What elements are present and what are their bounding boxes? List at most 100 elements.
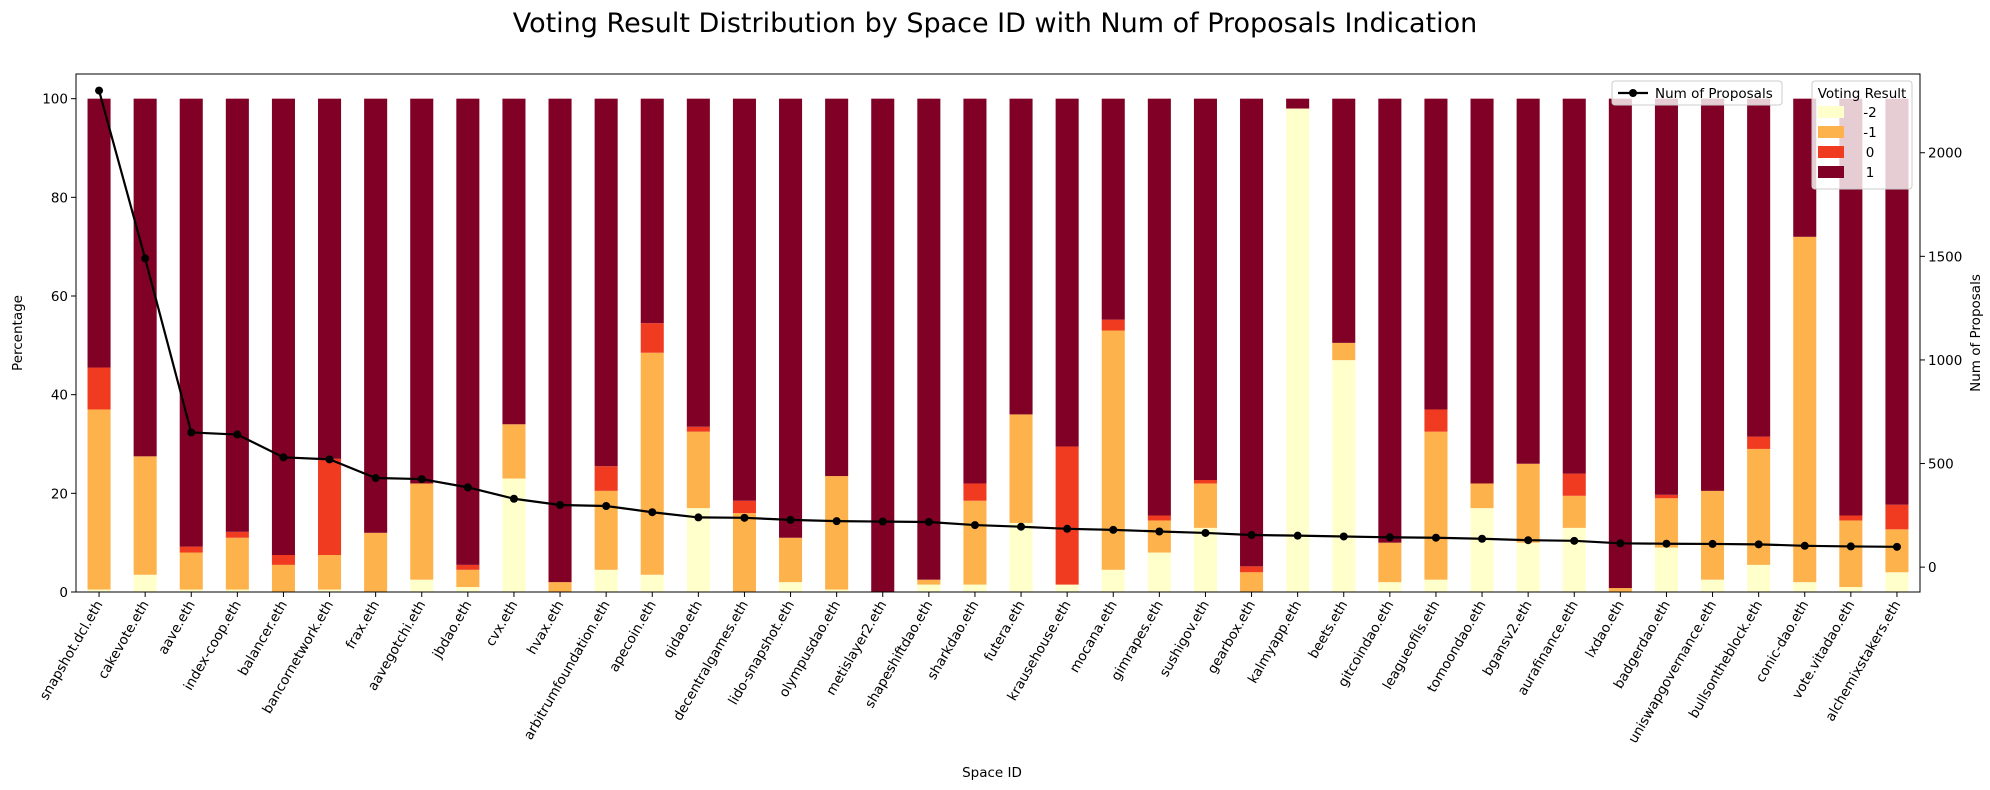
x-tick-label: gearbox.eth [1204, 598, 1259, 677]
bar-segment [364, 532, 388, 592]
proposals-point [1570, 536, 1579, 545]
bar-segment [1654, 498, 1678, 548]
bar-segment [963, 500, 987, 585]
bar-segment [1793, 98, 1817, 237]
bar-segment [686, 431, 710, 509]
proposals-point [1846, 542, 1855, 551]
x-tick-label: cvx.eth [483, 598, 522, 649]
bar-segment [1608, 588, 1632, 592]
bar-segment [318, 555, 342, 590]
proposals-point [1754, 540, 1763, 549]
bar-segment [1009, 522, 1033, 592]
x-tick-label: snapshot.dcl.eth [37, 598, 107, 703]
x-tick-label: hvax.eth [524, 598, 567, 657]
bar-segment [1747, 564, 1771, 592]
bar-segment [87, 589, 111, 592]
x-tick-label: uniswapgovernance.eth [1625, 598, 1720, 746]
y-tick-label: 40 [51, 388, 68, 404]
bar-segment [686, 508, 710, 592]
bar-segment [410, 579, 434, 592]
bar-segment [1193, 527, 1217, 592]
bar-segment [225, 589, 249, 592]
bar-segment [271, 564, 295, 592]
bar-segment [963, 483, 987, 501]
legend-line-label: Num of Proposals [1655, 86, 1773, 102]
y-axis: 0 20 40 60 80 100 [42, 92, 76, 601]
proposals-point [924, 517, 933, 526]
legend-line-marker [1629, 89, 1637, 97]
bar-segment [179, 552, 203, 590]
bar-segment [1101, 569, 1125, 592]
bar-segment [1009, 98, 1033, 415]
legend-entry: 0 [1866, 145, 1875, 161]
bar-segment [1654, 494, 1678, 499]
legend-title: Voting Result [1818, 86, 1907, 102]
proposals-point [417, 475, 426, 484]
proposals-point [878, 517, 887, 526]
bar-segment [1885, 504, 1909, 530]
bar-segment [1332, 98, 1356, 343]
bar-segment [963, 98, 987, 484]
legend-box [1611, 80, 1783, 106]
bar-segment [318, 458, 342, 555]
bar-segment [1332, 360, 1356, 592]
bar-segment [1424, 409, 1448, 432]
proposals-point [141, 254, 150, 263]
voting-result-legend: Voting Result -2 -1 0 1 [1811, 80, 1913, 190]
bar-segment [640, 98, 664, 324]
plot-area [87, 86, 1909, 593]
bar-segment [502, 424, 526, 479]
bar-segment [917, 579, 941, 585]
proposals-point [648, 508, 657, 517]
bar-segment [779, 537, 803, 583]
bar-segment [640, 352, 664, 575]
bar-segment [410, 483, 434, 580]
bar-segment [1562, 473, 1586, 496]
proposals-line [97, 90, 1897, 548]
legend-swatch [1818, 106, 1844, 118]
y-tick-label: 0 [59, 585, 68, 601]
bar-segment [1885, 572, 1909, 592]
bar-segment [179, 589, 203, 592]
proposals-point [694, 513, 703, 522]
x-tick-label: arbitrumfoundation.eth [521, 598, 614, 743]
bar-segment [1516, 542, 1540, 592]
bar-segment [1240, 572, 1264, 592]
bar-segment [594, 98, 618, 467]
bar-segment [1055, 584, 1079, 592]
proposals-point [1616, 539, 1625, 548]
bar-segment [1147, 98, 1171, 516]
chart-title: Voting Result Distribution by Space ID w… [513, 8, 1478, 39]
bar-segment [1701, 579, 1725, 592]
bar-segment [87, 409, 111, 590]
bar-segment [1747, 436, 1771, 449]
bar-segment [1055, 446, 1079, 585]
bar-segment [225, 98, 249, 532]
bar-segment [456, 564, 480, 570]
y-tick-label: 20 [51, 486, 68, 502]
bar-segment [917, 584, 941, 592]
bar-segment [225, 537, 249, 590]
bar-segment [87, 367, 111, 410]
proposals-point [187, 428, 196, 437]
proposals-point [1708, 539, 1717, 548]
bar-segment [1378, 98, 1402, 543]
proposals-point [1800, 541, 1809, 550]
bar-segment [1839, 515, 1863, 521]
bar-segment [1147, 520, 1171, 553]
bar-segment [686, 426, 710, 432]
y2-tick-label: 1500 [1928, 249, 1962, 265]
bar-segment [548, 582, 572, 592]
legend-swatch [1818, 166, 1844, 178]
proposals-point [1478, 534, 1487, 543]
bar-segment [87, 98, 111, 368]
proposals-point [1524, 536, 1533, 545]
bar-segment [1839, 520, 1863, 588]
x-tick-label: qidao.eth [660, 598, 706, 661]
proposals-point [1662, 539, 1671, 548]
bar-segment [686, 98, 710, 427]
bar-segment [1240, 566, 1264, 573]
y-tick-label: 80 [51, 190, 68, 206]
proposals-point [325, 455, 334, 464]
